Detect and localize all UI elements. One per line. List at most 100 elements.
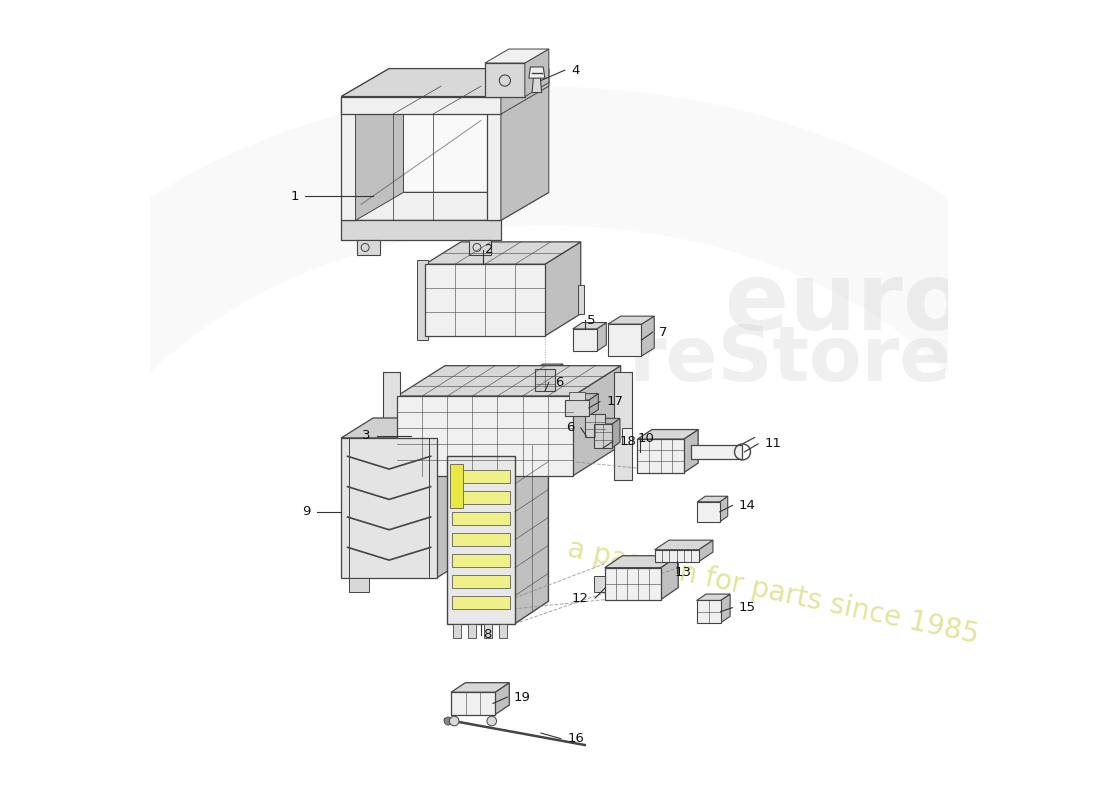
Text: 16: 16 (568, 732, 584, 745)
Polygon shape (608, 316, 654, 324)
Polygon shape (654, 540, 713, 550)
Polygon shape (697, 496, 728, 502)
Bar (383, 372, 400, 480)
Polygon shape (500, 69, 549, 114)
Polygon shape (573, 329, 596, 351)
Polygon shape (585, 410, 613, 414)
Polygon shape (654, 550, 698, 562)
Polygon shape (397, 396, 573, 476)
Polygon shape (564, 400, 589, 416)
Polygon shape (554, 364, 563, 391)
Polygon shape (341, 192, 549, 220)
Polygon shape (594, 418, 620, 424)
Text: 13: 13 (674, 566, 692, 579)
Polygon shape (585, 414, 605, 437)
Polygon shape (341, 418, 469, 438)
Polygon shape (451, 692, 495, 714)
Text: 6: 6 (566, 422, 574, 434)
Polygon shape (425, 242, 581, 264)
Polygon shape (588, 394, 598, 416)
Bar (452, 574, 510, 588)
Text: reStores: reStores (629, 323, 998, 397)
Bar (450, 464, 463, 508)
Polygon shape (447, 456, 515, 624)
Polygon shape (696, 601, 720, 623)
Polygon shape (573, 322, 606, 329)
Polygon shape (341, 97, 500, 114)
Text: 3: 3 (362, 430, 371, 442)
Text: 1: 1 (290, 190, 299, 203)
Polygon shape (532, 75, 541, 93)
Circle shape (444, 717, 452, 725)
Text: 19: 19 (514, 690, 530, 703)
Polygon shape (573, 366, 620, 476)
Polygon shape (437, 418, 469, 578)
Text: 8: 8 (483, 628, 492, 642)
Polygon shape (684, 430, 699, 473)
Polygon shape (535, 364, 563, 369)
Polygon shape (500, 69, 549, 220)
Polygon shape (529, 67, 544, 78)
Polygon shape (341, 69, 404, 97)
Bar (594, 576, 605, 592)
Polygon shape (720, 594, 730, 623)
Text: 15: 15 (739, 601, 756, 614)
Polygon shape (485, 63, 525, 97)
Text: 18: 18 (619, 435, 636, 448)
Text: 17: 17 (606, 395, 624, 408)
Bar (498, 624, 507, 638)
Polygon shape (594, 424, 612, 448)
Polygon shape (698, 540, 713, 562)
Polygon shape (469, 240, 492, 254)
Polygon shape (341, 220, 500, 240)
Polygon shape (638, 430, 698, 439)
Polygon shape (612, 418, 620, 448)
Polygon shape (358, 240, 379, 254)
Polygon shape (355, 69, 404, 220)
Polygon shape (397, 366, 620, 396)
Bar (578, 285, 584, 314)
Bar (484, 624, 492, 638)
Bar (623, 428, 631, 444)
Text: 10: 10 (638, 432, 654, 445)
Polygon shape (605, 556, 679, 568)
Polygon shape (447, 434, 549, 456)
Text: 12: 12 (572, 591, 588, 605)
Bar (452, 512, 510, 526)
Polygon shape (608, 324, 641, 356)
Bar (349, 578, 370, 592)
Text: 9: 9 (302, 506, 311, 518)
Bar (469, 624, 476, 638)
Circle shape (487, 716, 496, 726)
Polygon shape (495, 682, 509, 714)
Polygon shape (605, 410, 613, 437)
Polygon shape (661, 556, 679, 600)
Polygon shape (691, 445, 742, 459)
Bar (452, 490, 510, 505)
Text: 7: 7 (659, 326, 668, 338)
Polygon shape (451, 682, 509, 692)
Polygon shape (696, 594, 730, 601)
Text: 4: 4 (571, 64, 580, 77)
Bar (614, 372, 631, 480)
Text: a passion for parts since 1985: a passion for parts since 1985 (564, 534, 981, 649)
Bar (453, 624, 461, 638)
Polygon shape (697, 502, 719, 522)
Polygon shape (638, 439, 684, 473)
Polygon shape (596, 322, 606, 351)
Polygon shape (486, 97, 500, 220)
Polygon shape (341, 69, 549, 97)
Polygon shape (485, 49, 549, 63)
Polygon shape (719, 496, 728, 522)
Circle shape (450, 716, 459, 726)
Polygon shape (341, 438, 437, 578)
Text: 11: 11 (764, 438, 781, 450)
Bar (417, 260, 428, 340)
Bar (452, 554, 510, 567)
Polygon shape (515, 434, 549, 624)
Polygon shape (341, 97, 355, 220)
Polygon shape (525, 49, 549, 97)
Polygon shape (544, 242, 581, 336)
Text: 14: 14 (739, 499, 756, 512)
Polygon shape (605, 568, 661, 600)
